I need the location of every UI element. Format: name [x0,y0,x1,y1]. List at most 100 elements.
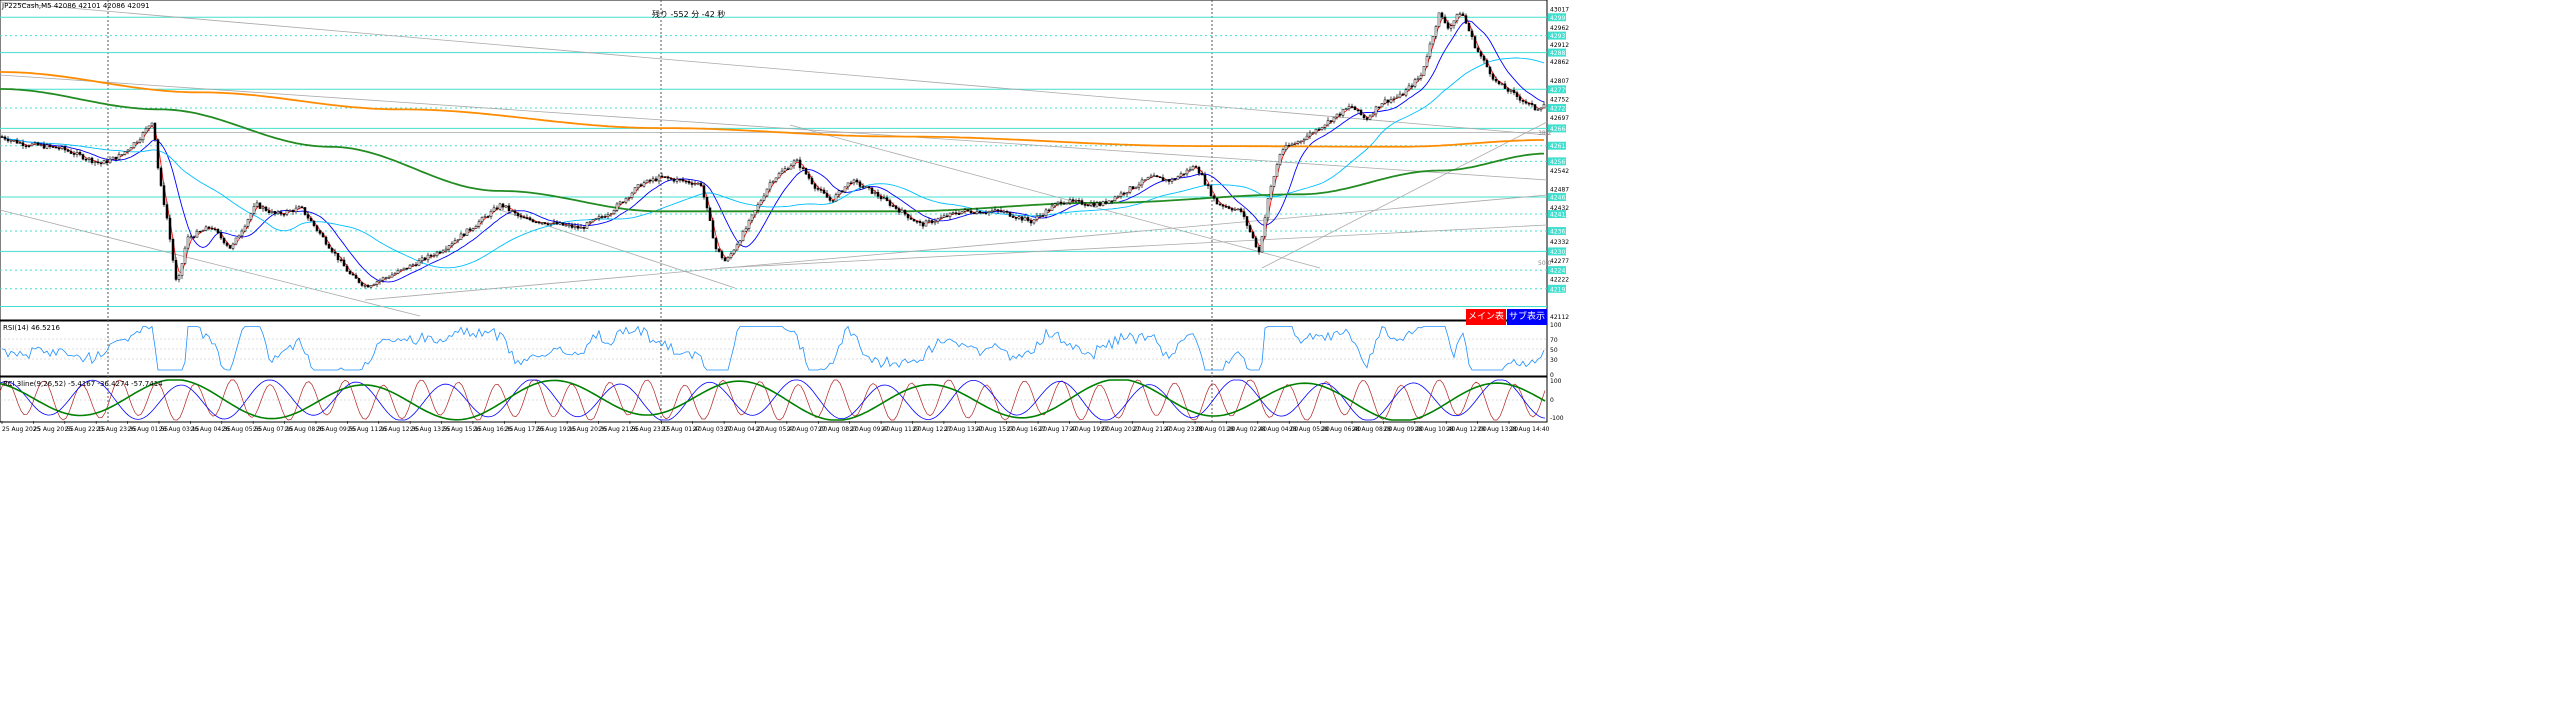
candle-body [921,222,925,227]
candle-body [324,236,328,245]
candle-body [1200,173,1204,176]
candle-body [117,154,121,160]
price-tag [1548,31,1566,40]
candle-body [594,218,598,220]
candle-body [999,210,1003,212]
rsi-axis-label: 100 [1550,322,1562,329]
candle-body [918,221,922,224]
candle-body [381,277,385,281]
candle-body [1161,177,1165,181]
candle-body [537,221,541,224]
candle-body [315,225,319,231]
candle-body [852,179,856,184]
candle-body [426,254,430,261]
candle-body [108,158,112,164]
candle-body [1083,204,1087,206]
price-tag [1548,193,1566,202]
time-label: 26 Aug 03:15 [159,426,200,433]
candle-body [711,220,715,239]
candle-body [549,222,553,225]
candle-body [441,250,445,254]
main-display-button[interactable]: メイン表示 [1466,309,1506,338]
candle-body [924,220,928,227]
candle-body [1074,200,1078,202]
candle-body [939,217,943,219]
candle-body [1344,108,1348,110]
time-label: 28 Aug 08:00 [1352,426,1393,433]
candle-body [1422,66,1426,76]
candle-body [1338,113,1342,116]
candle-body [399,269,403,272]
price-label: 42962 [1550,25,1569,32]
price-tag-label: 42462 [1550,195,1569,202]
candle-body [1530,103,1534,105]
candle-body [816,188,820,190]
candle-body [741,230,745,242]
time-label: 28 Aug 09:20 [1383,426,1424,433]
candle-body [780,170,784,174]
candle-body [1533,104,1537,111]
candle-body [456,239,460,241]
candle-body [603,216,607,218]
candle-body [264,206,268,211]
time-label: 26 Aug 17:55 [504,426,545,433]
candle-body [996,209,1000,212]
candle-body [1308,132,1312,137]
candle-body [27,145,31,148]
candle-body [771,181,775,183]
candle-body [276,211,280,215]
time-label: 26 Aug 11:15 [347,426,388,433]
candle-body [360,282,364,286]
trendline [0,1,1548,136]
candle-body [1194,166,1198,168]
candle-body [1458,13,1462,16]
candle-body [1011,216,1015,218]
time-label: 27 Aug 23:00 [1164,426,1205,433]
candle-body [1542,104,1546,109]
price-tag [1548,48,1566,57]
candle-body [486,216,490,218]
candle-body [87,157,91,160]
candle-body [1164,179,1168,181]
candle-body [789,165,793,170]
candle-body [1110,200,1114,202]
candle-body [1287,145,1291,147]
candle-body [1371,113,1375,117]
time-label: 28 Aug 14:40 [1509,426,1550,433]
candle-body [900,209,904,213]
price-tag [1548,227,1566,236]
price-label: 42487 [1550,187,1569,194]
candle-body [429,254,433,257]
candle-body [177,275,181,280]
candle-body [462,233,466,237]
price-axis: 43017 42962 42912 42862 42807 42752 42697 42542… [1538,6,1569,422]
sub-display-button[interactable]: サブ表示 [1507,309,1547,325]
price-tag-label: 42613 [1550,143,1569,150]
candle-body [1104,201,1108,204]
candle-body [234,237,238,245]
candle-body [699,182,703,186]
candle-body [1221,204,1225,207]
candle-body [657,175,661,182]
candle-body [810,178,814,185]
candle-body [1392,97,1396,100]
candle-body [828,197,832,201]
time-label: 28 Aug 02:40 [1226,426,1267,433]
candle-body [987,211,991,214]
candle-body [450,243,454,246]
time-label: 28 Aug 06:40 [1321,426,1362,433]
candle-body [423,257,427,261]
candle-body [105,160,109,164]
candle-body [1197,167,1201,174]
candle-body [414,264,418,266]
candle-body [1215,198,1219,205]
rci-axis-label: 0 [1550,397,1554,404]
candle-body [972,212,976,215]
candle-body [1284,145,1288,150]
candle-body [1149,175,1153,178]
candle-body [150,122,154,127]
candle-body [132,142,136,148]
rsi-line [0,325,1547,371]
